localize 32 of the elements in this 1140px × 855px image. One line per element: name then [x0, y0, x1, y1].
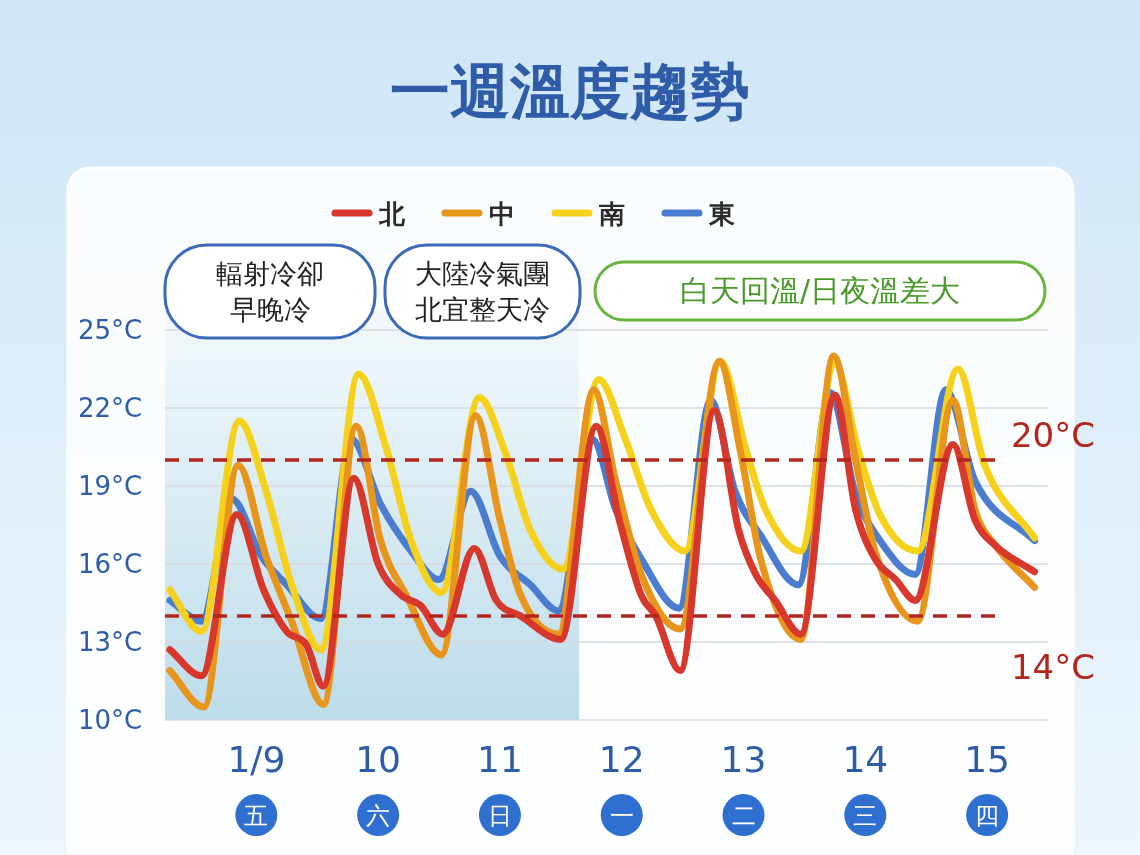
x-tick-label: 14 [842, 739, 889, 780]
text: 北宜整天冷 [415, 294, 550, 325]
y-tick-label: 13°C [77, 627, 143, 657]
x-tick-label: 12 [598, 739, 645, 780]
legend-label: 東 [708, 199, 735, 229]
legend-label: 北 [378, 199, 406, 229]
x-tick-label: 13 [720, 739, 767, 780]
text: 大陸冷氣團 [415, 258, 550, 289]
text: 四 [975, 802, 1000, 830]
ref-line-label: 14°C [1010, 647, 1096, 687]
text: 五 [244, 802, 269, 830]
text: 日 [487, 802, 512, 830]
chart-title: 一週溫度趨勢 [390, 56, 750, 126]
x-tick-label: 10 [355, 739, 402, 780]
x-tick-label: 11 [477, 739, 523, 780]
text: 三 [853, 802, 878, 830]
text: 二 [731, 802, 756, 830]
y-tick-label: 22°C [77, 393, 143, 423]
y-tick-label: 19°C [77, 471, 143, 501]
text: 白天回溫/日夜溫差大 [679, 273, 961, 308]
y-tick-label: 10°C [77, 705, 143, 735]
y-tick-label: 16°C [77, 549, 143, 579]
text: 一 [609, 802, 634, 830]
text: 輻射冷卻 [216, 258, 324, 289]
ref-line-label: 20°C [1010, 415, 1096, 455]
text: 六 [366, 802, 391, 830]
y-tick-label: 25°C [77, 315, 143, 345]
legend-label: 中 [489, 199, 515, 229]
x-tick-label: 15 [964, 739, 1011, 780]
text: 早晚冷 [229, 294, 311, 325]
x-tick-label: 1/9 [227, 739, 286, 780]
legend-label: 南 [598, 199, 625, 229]
